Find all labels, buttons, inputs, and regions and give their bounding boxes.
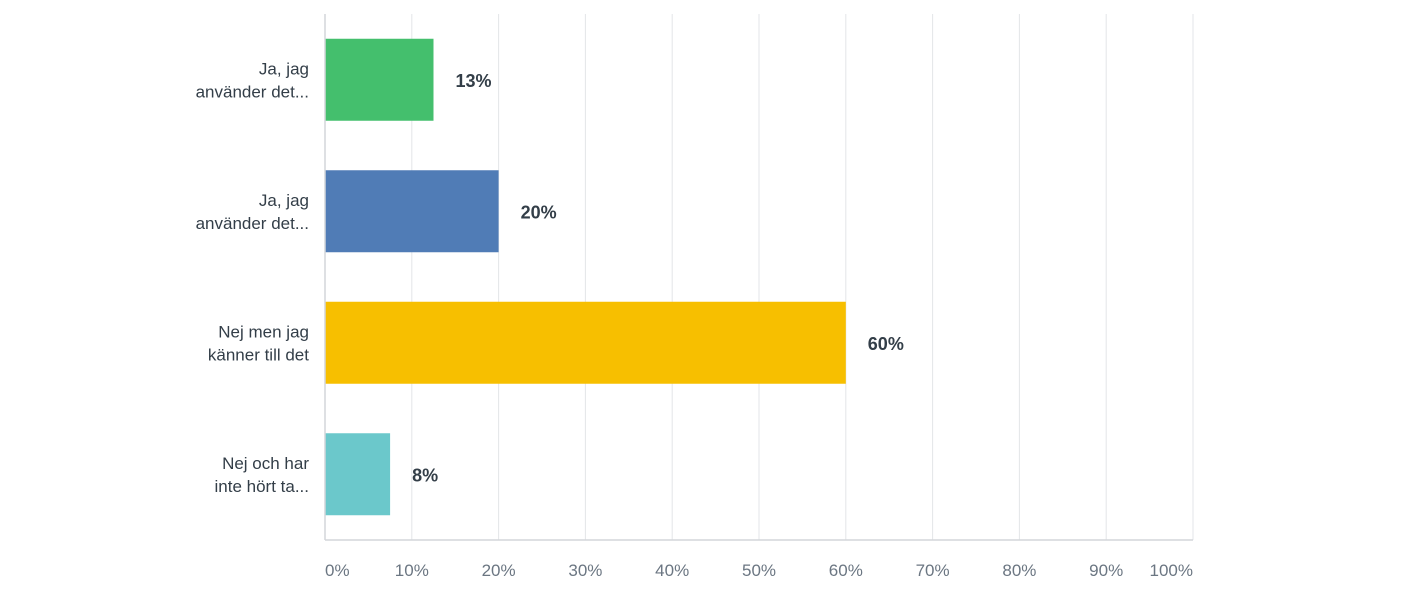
- value-label-4: 8%: [412, 465, 438, 485]
- x-tick-label-100: 100%: [1150, 561, 1193, 580]
- category-label-1: Ja, jag använder det...: [196, 59, 309, 101]
- category-label-3: Nej men jag känner till det: [208, 322, 309, 364]
- x-tick-label-40: 40%: [655, 561, 689, 580]
- bar-3: [325, 301, 846, 384]
- x-tick-labels: 0% 10% 20% 30% 40% 50% 60% 70% 80% 90% 100%: [325, 561, 1193, 580]
- x-tick-label-20: 20%: [482, 561, 516, 580]
- x-tick-label-90: 90%: [1089, 561, 1123, 580]
- x-tick-label-10: 10%: [395, 561, 429, 580]
- x-tick-label-80: 80%: [1002, 561, 1036, 580]
- gridlines: [411, 14, 1194, 540]
- value-label-1: 13%: [456, 71, 492, 91]
- category-labels: Ja, jag använder det... Ja, jag använder de…: [196, 59, 310, 496]
- value-label-3: 60%: [868, 334, 904, 354]
- x-tick-label-0: 0%: [325, 561, 350, 580]
- x-tick-label-70: 70%: [916, 561, 950, 580]
- category-label-2: Ja, jag använder det...: [196, 191, 309, 233]
- category-label-4: Nej och har inte hört ta...: [215, 454, 310, 496]
- bar-4: [325, 433, 391, 516]
- axes: [324, 14, 1193, 541]
- x-tick-label-60: 60%: [829, 561, 863, 580]
- x-tick-label-50: 50%: [742, 561, 776, 580]
- value-label-2: 20%: [521, 202, 557, 222]
- value-labels: 13% 20% 60% 8%: [412, 71, 904, 486]
- bar-1: [325, 38, 434, 121]
- x-tick-label-30: 30%: [568, 561, 602, 580]
- bar-2: [325, 170, 499, 253]
- bars: [325, 38, 846, 516]
